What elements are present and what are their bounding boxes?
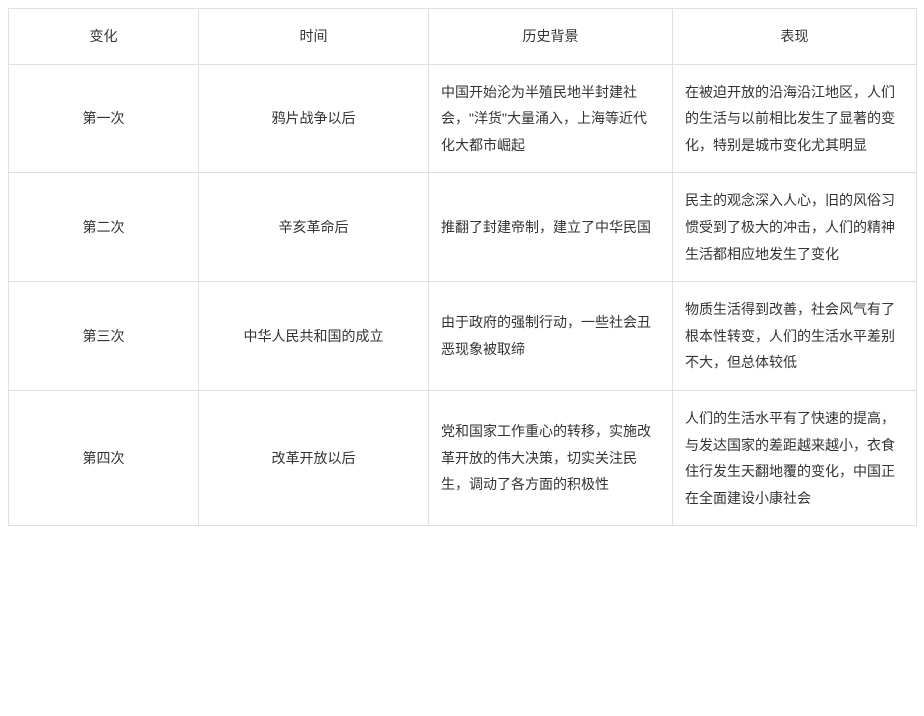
cell-change: 第一次 xyxy=(9,64,199,173)
cell-change: 第四次 xyxy=(9,390,199,525)
cell-time: 辛亥革命后 xyxy=(199,173,429,282)
table-body: 第一次 鸦片战争以后 中国开始沦为半殖民地半封建社会，"洋货"大量涌入，上海等近… xyxy=(9,64,917,526)
cell-time: 鸦片战争以后 xyxy=(199,64,429,173)
cell-manifestation: 在被迫开放的沿海沿江地区，人们的生活与以前相比发生了显著的变化，特别是城市变化尤… xyxy=(673,64,917,173)
cell-background: 中国开始沦为半殖民地半封建社会，"洋货"大量涌入，上海等近代化大都市崛起 xyxy=(429,64,673,173)
cell-manifestation: 物质生活得到改善，社会风气有了根本性转变，人们的生活水平差别不大，但总体较低 xyxy=(673,282,917,391)
cell-background: 由于政府的强制行动，一些社会丑恶现象被取缔 xyxy=(429,282,673,391)
table-row: 第二次 辛亥革命后 推翻了封建帝制，建立了中华民国 民主的观念深入人心，旧的风俗… xyxy=(9,173,917,282)
table-row: 第三次 中华人民共和国的成立 由于政府的强制行动，一些社会丑恶现象被取缔 物质生… xyxy=(9,282,917,391)
cell-time: 中华人民共和国的成立 xyxy=(199,282,429,391)
col-header-manifestation: 表现 xyxy=(673,9,917,65)
table-row: 第四次 改革开放以后 党和国家工作重心的转移，实施改革开放的伟大决策，切实关注民… xyxy=(9,390,917,525)
header-row: 变化 时间 历史背景 表现 xyxy=(9,9,917,65)
table-row: 第一次 鸦片战争以后 中国开始沦为半殖民地半封建社会，"洋货"大量涌入，上海等近… xyxy=(9,64,917,173)
cell-change: 第三次 xyxy=(9,282,199,391)
cell-change: 第二次 xyxy=(9,173,199,282)
cell-background: 推翻了封建帝制，建立了中华民国 xyxy=(429,173,673,282)
cell-background: 党和国家工作重心的转移，实施改革开放的伟大决策，切实关注民生，调动了各方面的积极… xyxy=(429,390,673,525)
cell-manifestation: 人们的生活水平有了快速的提高，与发达国家的差距越来越小，衣食住行发生天翻地覆的变… xyxy=(673,390,917,525)
col-header-time: 时间 xyxy=(199,9,429,65)
cell-manifestation: 民主的观念深入人心，旧的风俗习惯受到了极大的冲击，人们的精神生活都相应地发生了变… xyxy=(673,173,917,282)
col-header-background: 历史背景 xyxy=(429,9,673,65)
history-table: 变化 时间 历史背景 表现 第一次 鸦片战争以后 中国开始沦为半殖民地半封建社会… xyxy=(8,8,917,526)
cell-time: 改革开放以后 xyxy=(199,390,429,525)
table-header: 变化 时间 历史背景 表现 xyxy=(9,9,917,65)
col-header-change: 变化 xyxy=(9,9,199,65)
